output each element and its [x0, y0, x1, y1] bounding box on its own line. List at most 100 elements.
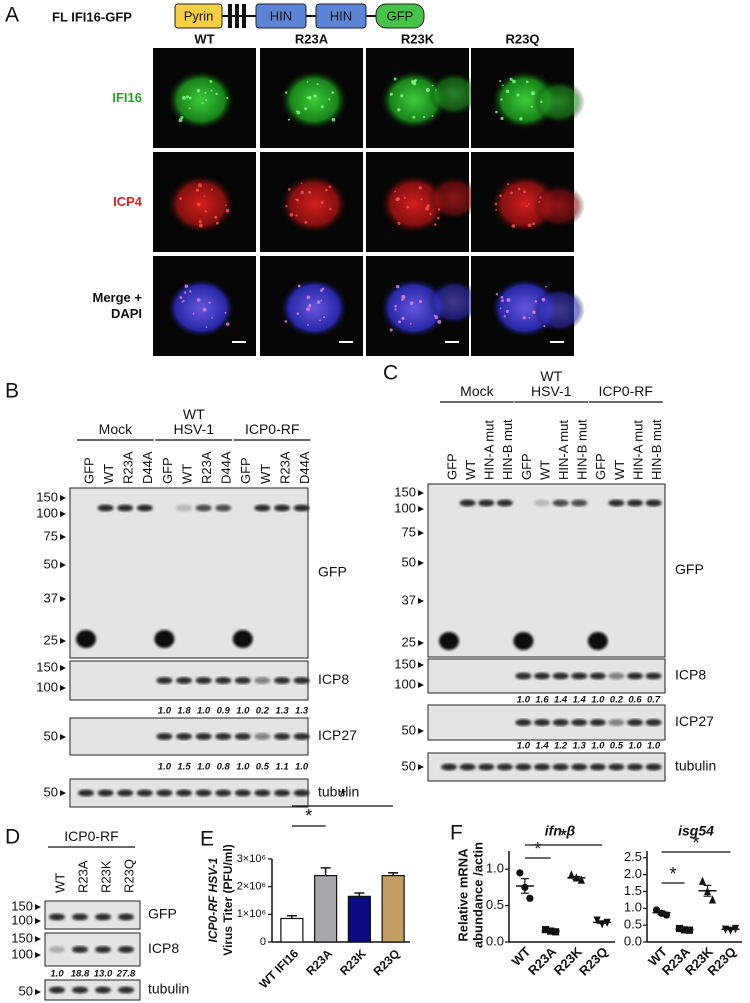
mw-arrow	[418, 490, 424, 496]
speck	[179, 197, 182, 200]
panel-letter: E	[200, 828, 214, 851]
band	[552, 719, 569, 726]
speck	[210, 89, 213, 92]
x-tick-label: R23A	[525, 944, 560, 979]
band	[154, 630, 175, 648]
speck	[401, 298, 404, 301]
speck	[285, 205, 288, 208]
band-quant: 0.7	[647, 695, 661, 706]
x-tick-label: R23Q	[576, 944, 611, 979]
lane-label: R23A	[75, 860, 90, 893]
band	[515, 672, 532, 680]
neighbor-cell	[428, 176, 480, 220]
band-quant: 0.6	[628, 695, 642, 706]
band	[571, 763, 588, 771]
domain-box	[315, 3, 367, 29]
x-tick-label: WT IFI16	[256, 946, 301, 991]
nucleus	[280, 278, 348, 338]
blot-box	[69, 487, 309, 659]
micrograph	[260, 256, 363, 356]
row-label: IFI16	[112, 90, 142, 105]
speck	[205, 98, 208, 101]
speck	[196, 298, 201, 302]
band	[459, 499, 476, 507]
mw-arrow	[35, 918, 41, 924]
band	[195, 504, 212, 512]
band	[552, 672, 569, 680]
micrograph	[153, 256, 256, 356]
speck	[434, 223, 437, 226]
speck	[313, 94, 317, 98]
mw-marker: 37	[44, 590, 58, 605]
micrograph	[366, 256, 480, 356]
band	[496, 763, 513, 771]
lane-label: D44A	[219, 451, 234, 484]
speck	[204, 91, 207, 94]
lane-label: R23Q	[121, 859, 136, 893]
mw-arrow	[60, 638, 66, 644]
plot-title: isg54	[678, 823, 714, 839]
mw-marker: 100	[11, 912, 33, 927]
blot-label: tubulin	[318, 784, 359, 800]
band	[215, 677, 232, 684]
group-label: Mock	[460, 383, 494, 399]
speck	[179, 296, 183, 299]
significance-star: *	[669, 864, 676, 884]
y-tick-label: 1.5	[624, 883, 642, 898]
domain-break	[228, 4, 232, 28]
speck	[434, 89, 437, 91]
speck	[203, 195, 206, 197]
lane-label: GFP	[444, 453, 459, 480]
band	[215, 733, 232, 740]
band-quant: 0.2	[256, 706, 270, 717]
band	[478, 499, 495, 507]
speck	[534, 300, 538, 303]
domain-box	[255, 3, 307, 29]
speck	[320, 201, 324, 204]
mw-marker: 50	[402, 722, 416, 737]
mw-arrow	[60, 685, 66, 691]
row-label: ICP4	[113, 194, 142, 209]
band	[534, 672, 550, 680]
band	[95, 913, 111, 921]
band-quant: 1.4	[535, 741, 549, 752]
speck	[437, 320, 442, 324]
column-header: WT	[194, 31, 214, 46]
domain-box	[174, 3, 223, 29]
speck	[199, 223, 203, 228]
speck	[300, 182, 303, 185]
band-quant: 1.0	[517, 695, 531, 706]
nucleus	[167, 174, 235, 234]
speck	[295, 198, 297, 201]
mw-arrow	[60, 596, 66, 602]
lane-label: GFP	[519, 453, 534, 480]
speck	[307, 324, 309, 326]
speck	[328, 98, 331, 101]
speck	[530, 105, 533, 108]
speck	[284, 91, 288, 94]
error-bar	[572, 875, 581, 880]
speck	[434, 315, 439, 319]
speck	[395, 284, 400, 289]
mw-arrow	[60, 734, 66, 740]
speck	[545, 285, 547, 288]
speck	[409, 301, 414, 306]
band-quant: 1.0	[197, 706, 211, 717]
band	[176, 733, 192, 740]
mw-marker: 150	[11, 930, 33, 945]
data-point	[526, 894, 534, 902]
band-quant: 0.9	[217, 706, 231, 717]
speck	[306, 96, 309, 99]
speck	[501, 299, 504, 303]
lane-label: GFP	[238, 457, 253, 484]
speck	[198, 220, 202, 224]
mw-arrow	[35, 989, 41, 995]
band-quant: 1.0	[295, 762, 309, 773]
speck	[502, 84, 504, 87]
neighbor-cell	[428, 280, 480, 324]
speck	[210, 188, 213, 191]
speck	[331, 117, 336, 122]
speck	[531, 91, 535, 96]
speck	[517, 187, 521, 191]
